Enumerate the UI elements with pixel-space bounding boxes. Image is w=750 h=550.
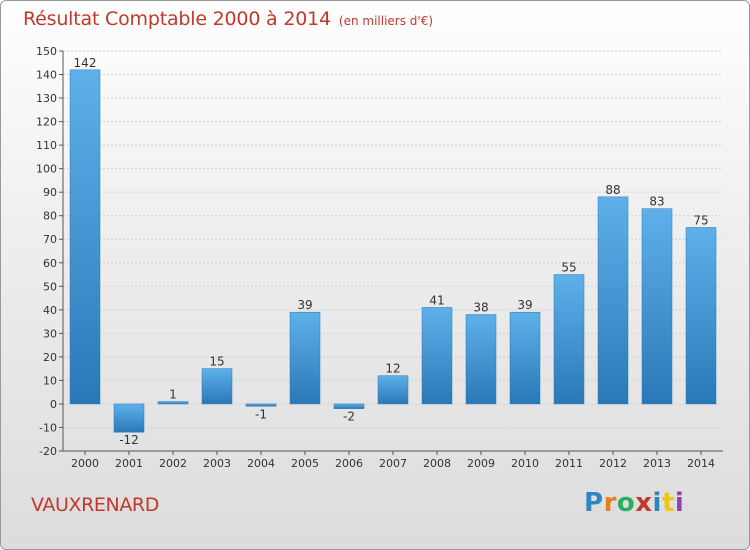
bar — [641, 208, 673, 405]
x-tick-label: 2004 — [247, 457, 275, 470]
x-tick-label: 2003 — [203, 457, 231, 470]
y-tick-label: 10 — [43, 374, 57, 387]
bar — [509, 311, 541, 405]
bar — [465, 314, 497, 405]
bar-value-label: 83 — [649, 195, 664, 209]
x-tick-label: 2007 — [379, 457, 407, 470]
y-tick-label: 0 — [50, 398, 57, 411]
bar — [157, 401, 189, 405]
bar-value-label: 41 — [429, 293, 444, 307]
bar-value-label: 55 — [561, 261, 576, 275]
x-tick-label: 2014 — [687, 457, 715, 470]
y-tick-label: 100 — [36, 163, 57, 176]
y-tick-label: 30 — [43, 327, 57, 340]
brand-logo: Proxiti — [584, 488, 684, 518]
brand-letter: t — [661, 488, 675, 518]
bar-value-label: -12 — [119, 433, 139, 447]
bar — [421, 307, 453, 405]
x-tick-label: 2002 — [159, 457, 187, 470]
bar-value-label: 142 — [74, 56, 97, 70]
y-tick-label: 130 — [36, 92, 57, 105]
y-tick-label: 50 — [43, 280, 57, 293]
y-tick-label: 80 — [43, 210, 57, 223]
bar — [553, 274, 585, 405]
brand-letter: o — [616, 488, 636, 518]
brand-letter: i — [652, 488, 662, 518]
y-tick-label: 120 — [36, 116, 57, 129]
x-tick-label: 2009 — [467, 457, 495, 470]
x-tick-label: 2010 — [511, 457, 539, 470]
x-tick-label: 2011 — [555, 457, 583, 470]
bar — [113, 403, 145, 433]
bar — [289, 311, 321, 405]
chart-title-block: Résultat Comptable 2000 à 2014 (en millie… — [23, 8, 433, 30]
x-tick-label: 2008 — [423, 457, 451, 470]
bar-value-label: 39 — [517, 298, 532, 312]
bar — [245, 403, 277, 407]
chart-title: Résultat Comptable 2000 à 2014 — [23, 8, 331, 30]
brand-letter: r — [603, 488, 617, 518]
y-tick-label: -20 — [39, 445, 57, 458]
y-tick-label: 110 — [36, 139, 57, 152]
x-tick-label: 2005 — [291, 457, 319, 470]
bar-value-label: 15 — [209, 355, 224, 369]
bar — [685, 227, 717, 405]
y-tick-label: 90 — [43, 186, 57, 199]
bar-value-label: 12 — [385, 362, 400, 376]
brand-letter: P — [584, 488, 604, 518]
bar — [377, 375, 409, 405]
town-name: VAUXRENARD — [31, 494, 159, 516]
bar — [333, 403, 365, 409]
bar — [201, 368, 233, 405]
x-tick-label: 2001 — [115, 457, 143, 470]
x-tick-label: 2013 — [643, 457, 671, 470]
bar-value-label: 88 — [605, 183, 620, 197]
brand-letter: i — [674, 488, 685, 518]
y-tick-label: 140 — [36, 69, 57, 82]
y-tick-label: 20 — [43, 351, 57, 364]
y-tick-label: 60 — [43, 257, 57, 270]
y-tick-label: -10 — [39, 421, 57, 434]
x-tick-label: 2012 — [599, 457, 627, 470]
bar — [597, 196, 629, 405]
bar-value-label: 1 — [169, 388, 177, 402]
bar-value-label: 38 — [473, 301, 488, 315]
bar-value-label: 39 — [297, 298, 312, 312]
x-tick-label: 2006 — [335, 457, 363, 470]
bar-value-label: 75 — [693, 213, 708, 227]
bar-value-label: -1 — [255, 407, 267, 421]
bar — [69, 69, 101, 405]
y-tick-label: 150 — [36, 45, 57, 58]
y-tick-label: 70 — [43, 233, 57, 246]
chart-unit: (en milliers d'€) — [338, 14, 434, 28]
x-tick-label: 2000 — [71, 457, 99, 470]
brand-letter: x — [635, 488, 653, 518]
bar-value-label: -2 — [343, 410, 355, 424]
y-tick-label: 40 — [43, 304, 57, 317]
